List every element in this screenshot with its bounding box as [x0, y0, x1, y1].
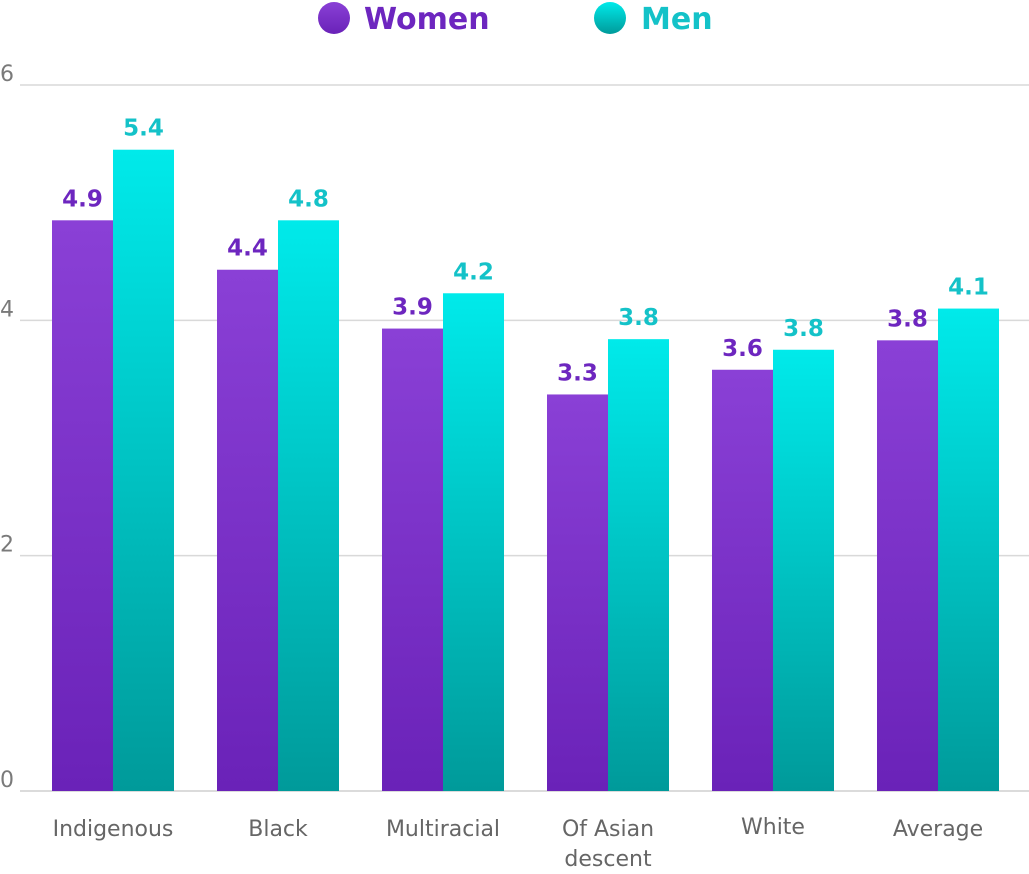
bar-men: [443, 293, 504, 791]
value-labels: 4.9 5.4 4.4 4.8 3.9 4.2 3.3 3.8 3.6 3.8 3.8 4.1: [62, 116, 989, 387]
value-label-men: 4.8: [288, 186, 329, 212]
value-label-men: 4.2: [453, 259, 494, 285]
bar-women: [217, 269, 278, 791]
x-tick-label: Black: [248, 817, 308, 842]
value-label-men: 3.8: [618, 305, 659, 331]
y-tick-label: 6: [0, 62, 14, 87]
value-label-women: 4.4: [227, 236, 268, 262]
value-label-women: 3.8: [887, 306, 928, 332]
x-tick-label: Of Asian descent: [562, 817, 654, 872]
bar-men: [278, 220, 339, 792]
bar-women: [52, 220, 113, 792]
legend-swatch: [594, 2, 626, 34]
y-tick-label: 2: [0, 533, 14, 558]
bar-men: [773, 349, 834, 791]
grid: 0 2 4 6: [0, 62, 1029, 793]
legend-item-women: Women: [318, 2, 490, 37]
bar-women: [547, 394, 608, 791]
value-label-men: 4.1: [948, 275, 989, 301]
x-tick-label: White: [741, 815, 805, 840]
bars: [52, 149, 999, 792]
legend-label: Women: [364, 2, 490, 37]
legend-item-men: Men: [594, 2, 713, 37]
x-tick-label: Average: [893, 817, 983, 842]
legend: Women Men: [318, 2, 713, 37]
x-axis: Indigenous Black Multiracial Of Asian descen…: [53, 815, 984, 872]
value-label-women: 3.3: [557, 360, 598, 386]
value-label-women: 3.6: [722, 336, 763, 362]
value-label-men: 5.4: [123, 116, 164, 142]
bar-women: [877, 340, 938, 791]
y-tick-label: 0: [0, 768, 14, 793]
x-tick-label: Multiracial: [386, 817, 500, 842]
bar-men: [938, 308, 999, 791]
y-tick-label: 4: [0, 297, 14, 322]
value-label-men: 3.8: [783, 316, 824, 342]
legend-label: Men: [641, 2, 713, 37]
bar-women: [712, 369, 773, 791]
legend-swatch: [318, 2, 350, 34]
bar-men: [608, 339, 669, 791]
bar-men: [113, 149, 174, 791]
value-label-women: 4.9: [62, 186, 103, 212]
bar-women: [382, 328, 443, 791]
value-label-women: 3.9: [392, 295, 433, 321]
x-tick-label: Indigenous: [53, 817, 174, 842]
